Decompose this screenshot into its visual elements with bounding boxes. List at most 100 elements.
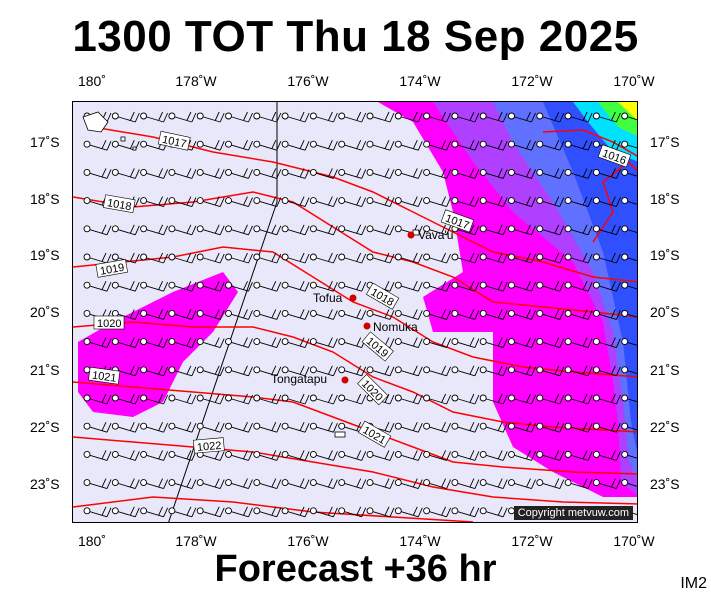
wind-barb bbox=[366, 196, 395, 208]
wind-barb bbox=[253, 196, 282, 208]
wind-barb bbox=[225, 309, 253, 320]
wind-barb bbox=[253, 111, 282, 123]
places-group: Vava'u Tofua Nomuka Tongatapu bbox=[271, 228, 453, 386]
isobar-label-1021-west: 1021 bbox=[88, 366, 121, 385]
wind-barb bbox=[621, 112, 637, 121]
wind-barb bbox=[592, 168, 621, 179]
wind-barb bbox=[508, 252, 536, 264]
wind-barb bbox=[281, 450, 310, 461]
image-code: IM2 bbox=[680, 575, 707, 592]
wind-barb bbox=[309, 111, 338, 123]
wind-barb bbox=[451, 506, 480, 518]
wind-barb bbox=[479, 393, 508, 405]
wind-barb bbox=[253, 168, 282, 179]
wind-barb bbox=[168, 422, 197, 433]
wind-barb bbox=[225, 281, 253, 292]
wind-barb bbox=[168, 252, 197, 264]
isobar-label-1017-west: 1017 bbox=[157, 130, 191, 151]
wind-barb bbox=[592, 281, 621, 292]
wind-barb bbox=[451, 422, 480, 433]
wind-barb bbox=[592, 309, 621, 320]
wind-barb bbox=[423, 168, 452, 179]
islet-2 bbox=[132, 146, 137, 151]
wind-barb bbox=[451, 365, 480, 377]
wind-barb bbox=[281, 224, 310, 236]
wind-barb bbox=[508, 309, 536, 320]
isobar-1017 bbox=[92, 126, 637, 283]
wind-barb bbox=[366, 478, 395, 490]
weather-map-svg: 1017 1018 1019 1020 1021 1022 bbox=[73, 102, 637, 522]
wind-barb bbox=[423, 450, 452, 461]
wind-barb bbox=[564, 281, 593, 292]
wind-barb bbox=[423, 422, 452, 433]
wind-barb bbox=[394, 506, 423, 518]
wind-barb bbox=[168, 478, 197, 490]
wind-barb bbox=[225, 224, 253, 236]
wind-barb bbox=[168, 281, 197, 292]
wind-barb bbox=[394, 111, 423, 123]
wind-barb bbox=[338, 140, 367, 151]
wind-barb bbox=[309, 365, 338, 377]
wind-barb bbox=[592, 224, 621, 236]
wind-barb bbox=[168, 309, 197, 320]
wind-barb bbox=[592, 365, 621, 377]
wind-barb bbox=[423, 224, 452, 236]
wind-barb bbox=[111, 111, 140, 123]
isobar-label-1017-west-text: 1017 bbox=[161, 134, 187, 151]
isobar-label-1020-east: 1020 bbox=[357, 374, 389, 406]
isobar-label-1021-east-text: 1021 bbox=[360, 424, 387, 447]
wind-barb bbox=[366, 224, 395, 236]
wind-barb bbox=[479, 478, 508, 490]
wind-barb bbox=[394, 450, 423, 461]
wind-barb bbox=[140, 506, 169, 518]
wind-barb bbox=[140, 365, 169, 377]
wind-shading bbox=[78, 102, 637, 497]
magenta-west-region bbox=[78, 272, 238, 417]
islands bbox=[82, 111, 420, 438]
wind-barb bbox=[168, 393, 197, 405]
wind-barb bbox=[394, 140, 423, 151]
wind-barb bbox=[536, 365, 565, 377]
wind-barb bbox=[366, 309, 395, 320]
wind-barb bbox=[394, 478, 423, 490]
wind-barb bbox=[338, 450, 367, 461]
wind-barb bbox=[168, 506, 197, 518]
wind-barb bbox=[394, 365, 423, 377]
wind-barb bbox=[479, 337, 508, 349]
wind-barb bbox=[592, 252, 621, 264]
wind-barb bbox=[225, 478, 253, 490]
wind-barb bbox=[479, 450, 508, 461]
wind-barb bbox=[111, 393, 140, 405]
wind-barb bbox=[281, 478, 310, 490]
wind-barb bbox=[253, 478, 282, 490]
lon-label-top-174w: 174˚W bbox=[399, 73, 441, 89]
wind-barb bbox=[564, 111, 593, 123]
wind-barb bbox=[479, 281, 508, 292]
wind-barb bbox=[508, 224, 536, 236]
wind-barb bbox=[508, 196, 536, 208]
wind-barb bbox=[140, 450, 169, 461]
tofua-label: Tofua bbox=[313, 291, 343, 305]
wind-barb bbox=[621, 168, 637, 177]
wind-barb bbox=[536, 196, 565, 208]
wind-barb bbox=[140, 422, 169, 433]
isobar-contour-ne bbox=[592, 161, 637, 243]
wind-barb bbox=[281, 281, 310, 292]
wind-barb bbox=[479, 365, 508, 377]
wind-barb bbox=[536, 168, 565, 179]
wind-barb bbox=[366, 140, 395, 151]
lat-label-left-23s: 23˚S bbox=[30, 476, 60, 492]
wind-barb bbox=[225, 196, 253, 208]
wind-barb bbox=[309, 168, 338, 179]
wind-barb bbox=[423, 506, 452, 518]
wind-barb bbox=[196, 224, 225, 236]
wind-barb bbox=[592, 393, 621, 405]
lat-label-left-17s: 17˚S bbox=[30, 134, 60, 150]
wind-barb bbox=[508, 281, 536, 292]
wind-barb bbox=[592, 422, 621, 433]
wind-barb bbox=[83, 224, 112, 236]
wind-barb bbox=[394, 168, 423, 179]
wind-barb bbox=[394, 252, 423, 264]
wind-barb bbox=[111, 478, 140, 490]
copyright-badge: Copyright metvuw.com bbox=[513, 506, 633, 520]
